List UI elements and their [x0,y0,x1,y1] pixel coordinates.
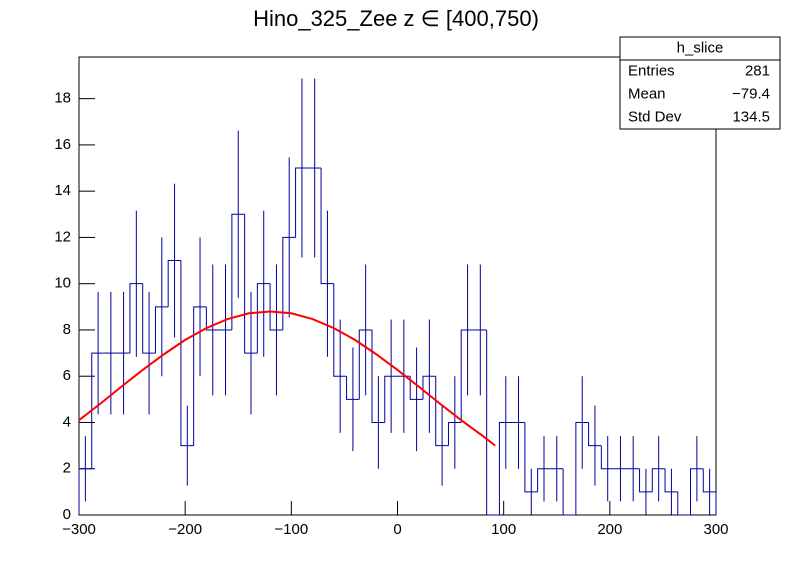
y-tick-label: 10 [54,275,71,292]
y-tick-label: 12 [54,228,71,245]
y-tick-label: 16 [54,136,71,153]
y-tick-label: 2 [63,460,71,477]
x-tick-label: −300 [62,521,96,538]
bin [142,283,156,354]
bin [244,214,258,354]
stats-label: Entries [628,62,675,79]
bin [91,352,105,469]
x-tick-label: 300 [703,521,728,538]
y-tick-label: 18 [54,90,71,107]
bin [447,421,462,446]
stats-value: 281 [745,62,770,79]
bin [320,168,334,285]
bin [588,422,602,447]
x-tick-label: −200 [168,521,202,538]
bin [639,468,653,493]
y-tick-label: 14 [54,182,71,199]
bin [78,468,92,515]
bin [575,421,589,515]
bin [486,329,500,516]
bin [358,329,373,400]
bin [651,468,666,492]
bin [690,468,704,515]
stats-value: −79.4 [732,85,770,102]
bin [409,376,423,400]
bin [231,213,245,330]
x-tick-label: −100 [274,521,308,538]
fit-curve [78,310,496,447]
bin [256,283,271,354]
y-tick-label: 4 [63,413,71,430]
x-tick-label: 0 [393,521,401,538]
y-tick-label: 0 [63,506,71,523]
y-tick-label: 6 [63,367,71,384]
bin [346,376,360,400]
bin [167,260,181,307]
bin [371,329,385,423]
bin [205,306,220,331]
bin [269,283,283,331]
bin [537,468,551,492]
bin [524,422,538,493]
bin [664,468,678,493]
bin [460,329,474,423]
bin [562,468,576,516]
y-tick-label: 8 [63,321,71,338]
x-tick-label: 200 [597,521,622,538]
bin [333,283,347,377]
bin [154,306,169,354]
bin [600,445,615,470]
stats-label: Std Dev [628,108,682,125]
bin [129,283,143,354]
bin [295,167,309,238]
bin [180,260,194,447]
x-tick-label: 100 [491,521,516,538]
stats-label: Mean [628,85,666,102]
bin [498,421,513,515]
bin [193,306,207,446]
stats-box [619,36,781,130]
stats-value: 134.5 [732,108,770,125]
chart-title: Hino_325_Zee z ∈ [400,750) [253,6,539,31]
bin [422,375,436,400]
bin [384,375,398,423]
bin [677,491,691,516]
bin [282,236,296,330]
stats-title: h_slice [677,39,724,56]
